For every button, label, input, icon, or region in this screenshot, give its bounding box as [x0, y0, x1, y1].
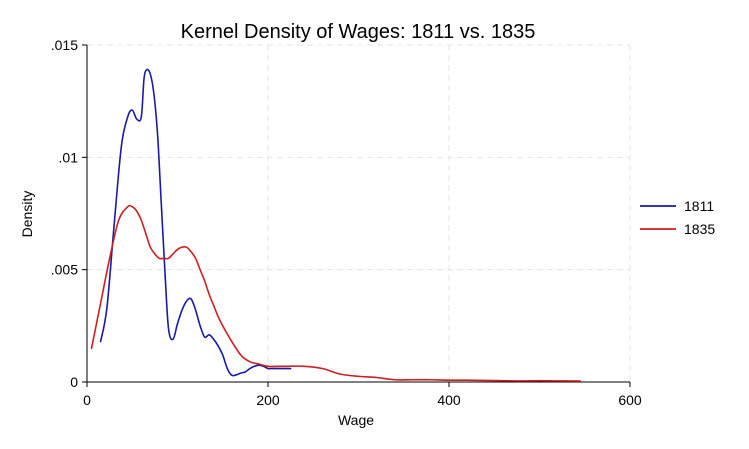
axes: 0 .005 .01 .015 0 200 400 600: [51, 37, 642, 408]
series-line-1835: [90, 204, 582, 382]
chart-title: Kernel Density of Wages: 1811 vs. 1835: [181, 21, 536, 43]
series-lines: [90, 68, 582, 382]
series-line-1811: [99, 68, 292, 377]
x-tick-label: 400: [437, 392, 461, 408]
legend-label-1811: 1811: [684, 198, 714, 214]
y-tick-label: 0: [70, 374, 78, 390]
x-axis-label: Wage: [338, 412, 374, 428]
x-tick-label: 600: [618, 392, 642, 408]
y-tick-label: .005: [51, 262, 78, 278]
y-tick-label: .01: [59, 149, 79, 165]
x-tick-label: 200: [256, 392, 280, 408]
legend-label-1835: 1835: [684, 221, 715, 237]
x-tick-label: 0: [83, 392, 91, 408]
y-tick-label: .015: [51, 37, 78, 53]
y-axis-label: Density: [19, 191, 35, 238]
legend: 1811 1835: [640, 198, 715, 237]
